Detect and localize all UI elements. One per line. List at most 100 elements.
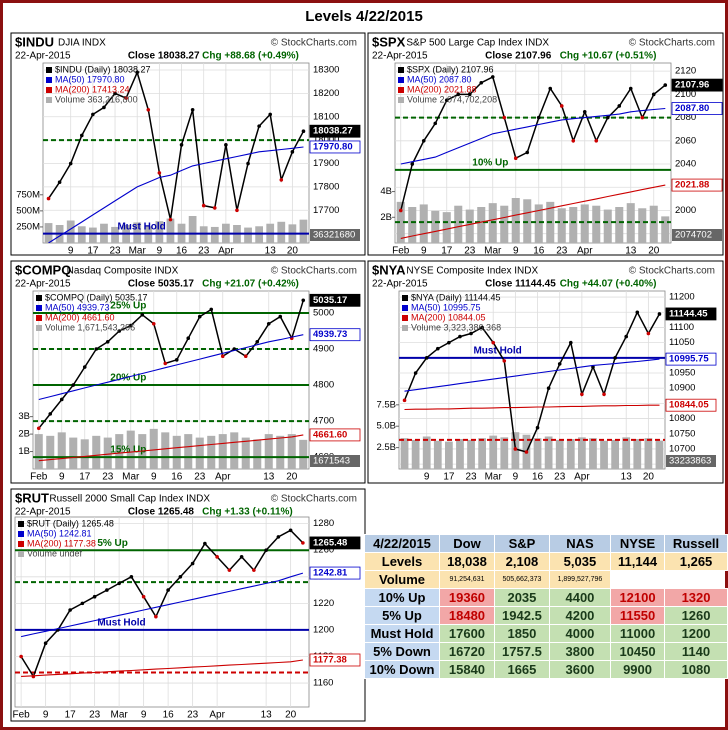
- volume-bar: [207, 435, 216, 469]
- legend-label: MA(200) 17413.24: [55, 84, 130, 94]
- price-point: [215, 555, 219, 559]
- legend-swatch: [36, 305, 42, 311]
- price-point: [105, 340, 110, 344]
- legend-swatch: [46, 97, 52, 103]
- price-point: [68, 608, 72, 612]
- price-line: [403, 310, 661, 453]
- legend-label: Volume 363,216,800: [55, 94, 138, 104]
- x-tick-label: 23: [102, 472, 114, 483]
- volume-bar: [195, 437, 204, 469]
- price-point: [301, 298, 306, 303]
- volume-bar: [649, 205, 658, 243]
- price-point: [128, 323, 133, 328]
- volume-tag-label: 1671543: [313, 456, 350, 467]
- value-cell: 10450: [609, 642, 666, 661]
- x-tick-label: 13: [625, 246, 637, 257]
- x-tick-label: 23: [109, 246, 121, 257]
- legend-swatch: [36, 295, 42, 301]
- row-label: 5% Up: [364, 606, 440, 625]
- price-point: [513, 156, 518, 161]
- value-cell: 18,038: [439, 552, 495, 571]
- volume-bar: [566, 439, 575, 469]
- price-point: [264, 548, 268, 553]
- index-name: Nasdaq Composite INDX: [67, 266, 179, 277]
- price-point: [246, 161, 250, 166]
- level-label: 20% Up: [110, 373, 146, 384]
- price-point: [651, 92, 656, 97]
- price-point: [491, 340, 496, 345]
- x-tick-label: Apr: [209, 710, 225, 721]
- price-point: [467, 92, 472, 97]
- y2-tick-label: 2B: [18, 429, 30, 440]
- price-point: [594, 139, 599, 143]
- legend-label: MA(200) 4661.60: [45, 312, 115, 322]
- y-tick-label: 11200: [669, 292, 695, 303]
- volume-bar: [534, 204, 543, 243]
- volume-bar: [299, 219, 308, 243]
- legend-label: MA(200) 2021.88: [407, 84, 477, 94]
- x-tick-label: 9: [151, 472, 157, 483]
- price-tag: [665, 307, 717, 321]
- volume-bar: [622, 437, 631, 469]
- legend-swatch: [36, 325, 42, 331]
- table-row: 5% Up 18480 1942.5 4200 11550 1260: [364, 606, 728, 625]
- plot: Must Hold: [43, 63, 309, 243]
- close-text: Close 11144.45: [485, 279, 556, 290]
- y-tick-label: 18100: [313, 111, 339, 122]
- legend-swatch: [402, 305, 408, 311]
- legend-label: $NYA (Daily) 11144.45: [411, 292, 501, 302]
- price-point: [657, 312, 662, 316]
- x-tick-label: 16: [532, 472, 544, 483]
- ma-line: [48, 146, 304, 243]
- price-point: [301, 129, 306, 133]
- legend-label: MA(200) 10844.05: [411, 312, 486, 322]
- price-point: [91, 112, 95, 117]
- volume-bar: [66, 220, 75, 243]
- legend-swatch: [46, 67, 52, 73]
- price-point: [252, 568, 256, 572]
- price-point: [663, 83, 668, 87]
- legend-label: MA(50) 17970.80: [55, 74, 125, 84]
- price-line: [38, 300, 305, 429]
- legend-label: $COMPQ (Daily) 5035.17: [45, 292, 148, 302]
- price-point: [227, 568, 232, 572]
- price-tag-label: 10844.05: [669, 400, 709, 411]
- volume-bar: [569, 207, 578, 243]
- volume-bar: [244, 227, 252, 243]
- close-text: Close 18038.27: [128, 51, 200, 62]
- price-point: [113, 91, 117, 96]
- y2-tick-label: 500M: [16, 205, 40, 216]
- price-point: [146, 107, 151, 112]
- x-tick-label: Feb: [13, 710, 31, 721]
- x-tick-label: 17: [441, 246, 453, 257]
- value-cell: 12100: [609, 588, 666, 607]
- legend-label: MA(50) 2087.80: [407, 74, 472, 84]
- date: 22-Apr-2015: [15, 51, 71, 62]
- x-tick-label: 23: [89, 710, 101, 721]
- volume-bar: [615, 207, 624, 243]
- price-point: [94, 347, 99, 351]
- legend-swatch: [402, 325, 408, 331]
- price-point: [613, 356, 617, 360]
- price-point: [424, 356, 429, 360]
- date: 22-Apr-2015: [15, 507, 71, 518]
- price-point: [235, 208, 239, 213]
- price-tag: [309, 428, 361, 442]
- price-tag: [309, 124, 361, 138]
- price-tag-label: 2021.88: [675, 180, 709, 191]
- header-cell: S&P: [493, 534, 550, 553]
- volume-bar: [149, 428, 158, 469]
- legend-label: Volume 1,671,543,296: [45, 322, 135, 332]
- ma-line: [20, 572, 304, 638]
- price-point: [79, 133, 84, 138]
- index-name: NYSE Composite Index INDX: [406, 266, 538, 277]
- volume-bar: [166, 218, 175, 243]
- volume-bar: [400, 438, 409, 469]
- y2-tick-label: 2B: [380, 212, 392, 223]
- price-point: [421, 139, 426, 143]
- x-tick-label: 9: [68, 246, 74, 257]
- x-tick-label: Feb: [30, 472, 48, 483]
- value-cell: 17600: [439, 624, 495, 643]
- price-point: [129, 574, 134, 579]
- volume-bar: [592, 205, 601, 243]
